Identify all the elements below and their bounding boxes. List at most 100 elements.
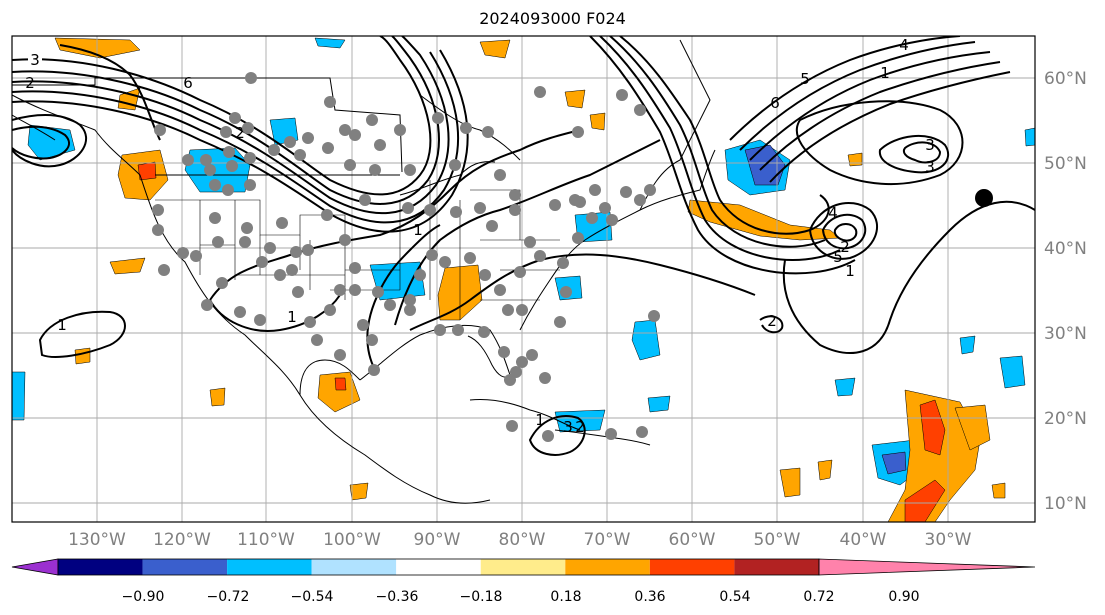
contour-label: 2 bbox=[235, 124, 245, 142]
fill-patch bbox=[314, 37, 346, 49]
fill-patch bbox=[647, 395, 671, 413]
colorbar-tick-label: 0.18 bbox=[550, 589, 581, 605]
contour-label: 2 bbox=[767, 312, 777, 330]
station-marker bbox=[223, 146, 235, 158]
station-marker bbox=[542, 430, 554, 442]
station-marker bbox=[474, 202, 486, 214]
station-marker bbox=[368, 364, 380, 376]
station-marker bbox=[620, 186, 632, 198]
lon-label: 80°W bbox=[499, 530, 546, 550]
contour-label: 2 bbox=[25, 74, 35, 92]
contour-label: 5 bbox=[833, 248, 843, 266]
station-marker bbox=[486, 220, 498, 232]
station-marker bbox=[244, 179, 256, 191]
contour-label: 3 bbox=[925, 136, 935, 154]
station-marker bbox=[216, 277, 228, 289]
station-marker bbox=[274, 269, 286, 281]
contour-label: 1 bbox=[880, 64, 890, 82]
fill-patch bbox=[999, 355, 1026, 389]
station-marker bbox=[204, 164, 216, 176]
colorbar-tick-label: 0.72 bbox=[803, 589, 834, 605]
colorbar-segment bbox=[142, 559, 228, 575]
station-marker bbox=[177, 247, 189, 259]
longitude-labels: 130°W 120°W 110°W 100°W 90°W 80°W 70°W 6… bbox=[68, 530, 972, 550]
contour-label: 3 bbox=[563, 418, 573, 436]
lon-label: 110°W bbox=[237, 530, 295, 550]
fill-patch bbox=[334, 377, 347, 391]
station-marker bbox=[450, 206, 462, 218]
station-marker bbox=[226, 160, 238, 172]
map-title: 2024093000 F024 bbox=[479, 9, 626, 28]
contour-label: 6 bbox=[183, 74, 193, 92]
station-marker bbox=[290, 246, 302, 258]
station-marker bbox=[648, 310, 660, 322]
colorbar-tick-label: 0.54 bbox=[719, 589, 750, 605]
fill-patch bbox=[317, 371, 361, 413]
fill-patch bbox=[919, 399, 946, 456]
lat-label: 60°N bbox=[1044, 69, 1087, 89]
colorbar-arrow-right bbox=[818, 558, 1036, 576]
station-marker bbox=[311, 334, 323, 346]
station-marker bbox=[434, 324, 446, 336]
station-marker bbox=[506, 420, 518, 432]
station-marker bbox=[439, 256, 451, 268]
colorbar-segment bbox=[58, 559, 143, 575]
station-marker bbox=[190, 250, 202, 262]
colorbar-tick-label: −0.36 bbox=[376, 589, 419, 605]
map-panel bbox=[12, 36, 1035, 522]
fill-patch bbox=[904, 479, 946, 522]
colorbar bbox=[11, 558, 1036, 576]
station-marker bbox=[479, 269, 491, 281]
station-marker bbox=[616, 89, 628, 101]
fill-patch bbox=[834, 377, 856, 397]
station-marker bbox=[452, 324, 464, 336]
station-marker bbox=[359, 194, 371, 206]
colorbar-tick-label: −0.72 bbox=[207, 589, 250, 605]
station-marker bbox=[589, 184, 601, 196]
graticule bbox=[12, 36, 1035, 522]
contour-label: 6 bbox=[770, 94, 780, 112]
fill-patch bbox=[109, 257, 146, 275]
station-marker bbox=[222, 184, 234, 196]
colorbar-segment bbox=[480, 559, 566, 575]
station-marker bbox=[404, 304, 416, 316]
station-marker bbox=[372, 286, 384, 298]
colorbar-arrow-left bbox=[11, 558, 59, 576]
station-marker bbox=[209, 212, 221, 224]
latitude-labels: 60°N 50°N 40°N 30°N 20°N 10°N bbox=[1044, 69, 1087, 514]
station-marker bbox=[152, 224, 164, 236]
station-marker bbox=[404, 164, 416, 176]
station-marker bbox=[339, 124, 351, 136]
colorbar-segment bbox=[311, 559, 397, 575]
station-marker bbox=[482, 126, 494, 138]
station-marker bbox=[509, 204, 521, 216]
lon-label: 40°W bbox=[840, 530, 887, 550]
colorbar-tick-label: 0.36 bbox=[634, 589, 665, 605]
station-marker bbox=[599, 202, 611, 214]
station-marker bbox=[374, 139, 386, 151]
station-marker bbox=[394, 124, 406, 136]
station-marker bbox=[494, 284, 506, 296]
station-marker bbox=[286, 264, 298, 276]
colorbar-segment bbox=[734, 559, 819, 575]
station-marker bbox=[292, 286, 304, 298]
fill-patch bbox=[349, 482, 369, 501]
fill-patch bbox=[564, 89, 586, 109]
station-marker bbox=[254, 314, 266, 326]
station-marker bbox=[449, 159, 461, 171]
station-marker bbox=[201, 299, 213, 311]
station-marker bbox=[516, 356, 528, 368]
lat-label: 30°N bbox=[1044, 324, 1087, 344]
station-marker bbox=[284, 136, 296, 148]
station-marker bbox=[572, 232, 584, 244]
lon-label: 50°W bbox=[754, 530, 801, 550]
colorbar-tick-label: −0.90 bbox=[122, 589, 165, 605]
station-marker bbox=[349, 262, 361, 274]
fill-patch bbox=[991, 482, 1006, 499]
colorbar-tick-label: 0.90 bbox=[888, 589, 919, 605]
station-marker bbox=[302, 244, 314, 256]
station-marker bbox=[324, 304, 336, 316]
station-marker bbox=[560, 286, 572, 298]
contour-labels: 3 2 6 1 1 1 2 2 4 3 5 6 1 4 2 5 1 1 3 2 … bbox=[25, 36, 935, 436]
station-marker bbox=[502, 304, 514, 316]
